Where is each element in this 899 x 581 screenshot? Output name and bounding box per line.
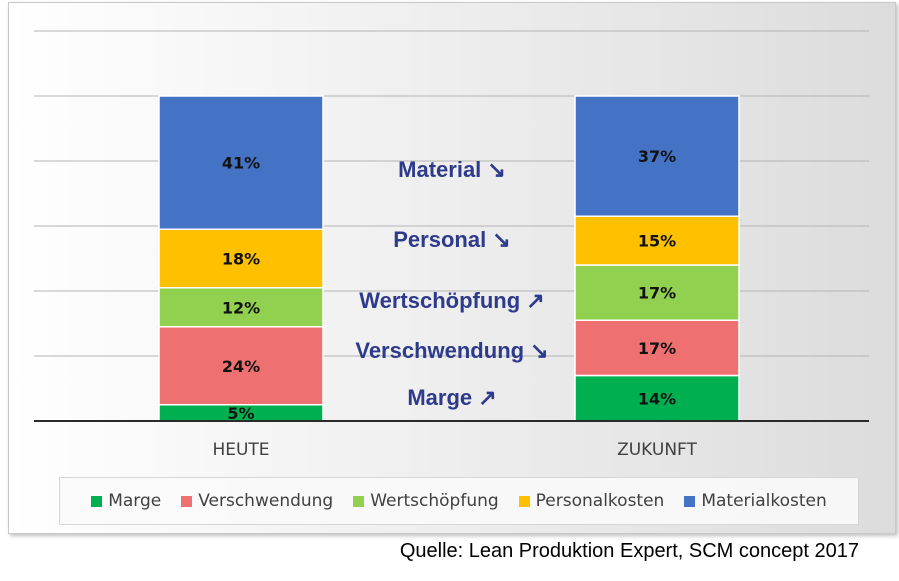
legend-item-materialkosten: Materialkosten bbox=[684, 491, 827, 511]
bar-wertschoepfung-heute bbox=[158, 287, 324, 328]
bar-verschwendung-zukunft bbox=[574, 319, 740, 377]
category-label: HEUTE bbox=[212, 440, 269, 460]
legend-label: Personalkosten bbox=[535, 491, 665, 511]
legend-label: Wertschöpfung bbox=[370, 491, 499, 511]
data-label: 5% bbox=[227, 404, 254, 423]
legend-item-personalkosten: Personalkosten bbox=[518, 491, 665, 511]
data-label: 18% bbox=[222, 250, 260, 269]
legend-swatch bbox=[518, 495, 530, 507]
data-label: 41% bbox=[222, 154, 260, 173]
stacked-bar-chart: 5% 24% 12% 18% 41% HEUTE 14% 17% 17% 15% 37% ZUKUNF… bbox=[34, 30, 869, 460]
data-label: 15% bbox=[638, 232, 676, 251]
bar-materialkosten-heute bbox=[158, 95, 324, 230]
category-label: ZUKUNFT bbox=[617, 440, 697, 460]
legend-item-marge: Marge bbox=[91, 491, 161, 511]
data-label: 24% bbox=[222, 357, 260, 376]
annotation-verschwendung: Verschwendung ↘ bbox=[355, 338, 548, 363]
legend-label: Verschwendung bbox=[198, 491, 334, 511]
data-label: 14% bbox=[638, 389, 676, 408]
bar-marge-zukunft bbox=[574, 374, 740, 422]
legend-swatch bbox=[684, 495, 696, 507]
bar-materialkosten-zukunft bbox=[574, 95, 740, 217]
legend-swatch bbox=[91, 495, 103, 507]
bar-personalkosten-heute bbox=[158, 228, 324, 289]
annotation-wertschoepfung: Wertschöpfung ↗ bbox=[359, 288, 544, 313]
data-label: 17% bbox=[638, 284, 676, 303]
legend-swatch bbox=[181, 495, 193, 507]
data-label: 37% bbox=[638, 147, 676, 166]
chart-panel: 5% 24% 12% 18% 41% HEUTE 14% 17% 17% 15% 37% ZUKUNF… bbox=[8, 2, 896, 534]
source-caption: Quelle: Lean Produktion Expert, SCM conc… bbox=[399, 540, 859, 562]
annotation-material: Material ↘ bbox=[398, 157, 506, 182]
legend-item-verschwendung: Verschwendung bbox=[181, 491, 333, 511]
bar-wertschoepfung-zukunft bbox=[574, 264, 740, 321]
legend-label: Marge bbox=[108, 491, 162, 511]
data-label: 12% bbox=[222, 298, 260, 317]
legend-label: Materialkosten bbox=[701, 491, 827, 511]
legend-item-wertschoepfung: Wertschöpfung bbox=[353, 491, 499, 511]
data-label: 17% bbox=[638, 339, 676, 358]
legend-swatch bbox=[353, 495, 365, 507]
legend: Marge Verschwendung Wertschöpfung Personalk… bbox=[59, 477, 859, 525]
annotation-marge: Marge ↗ bbox=[407, 385, 496, 410]
annotation-personal: Personal ↘ bbox=[393, 227, 510, 252]
bar-verschwendung-heute bbox=[158, 326, 324, 406]
